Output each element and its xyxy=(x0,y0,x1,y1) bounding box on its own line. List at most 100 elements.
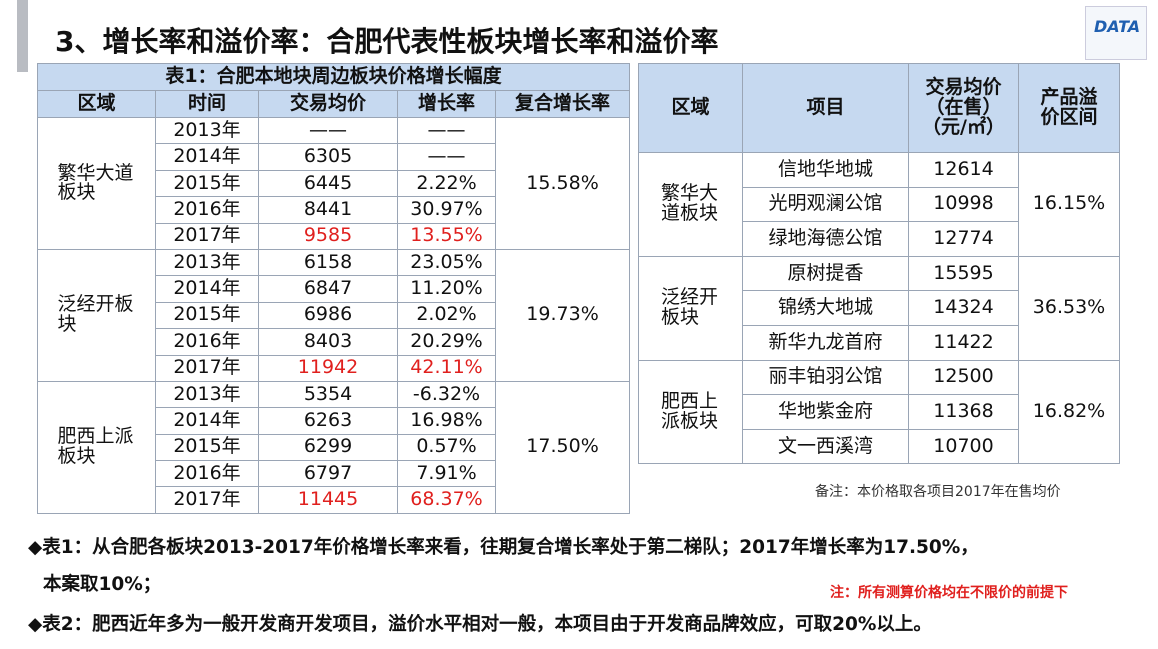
cell: 绿地海德公馆 xyxy=(742,221,909,257)
cell: 锦绣大地城 xyxy=(742,290,909,326)
header-line: 项目 xyxy=(806,96,845,119)
column-header: 产品溢 价区间 xyxy=(1018,63,1120,153)
data-row: 2014年 6847 11.20% xyxy=(38,275,630,303)
header-line: 产品溢 xyxy=(1040,86,1098,109)
data-row: 2016年 8403 20.29% xyxy=(38,328,630,356)
cell: 20.29% xyxy=(397,328,496,356)
cell: 2017年 xyxy=(155,486,259,514)
logo: DATA xyxy=(1085,6,1147,60)
cell: 6158 xyxy=(258,248,398,277)
cell: 2014年 xyxy=(155,407,259,435)
side-bar xyxy=(17,0,28,72)
cell: 2015年 xyxy=(155,433,259,462)
caption-row: 表1：合肥本地块周边板块价格增长幅度 xyxy=(36,63,631,91)
cell: 68.37% xyxy=(397,486,496,514)
data-row: 泛经开板块 原树提香 15595 36.53% xyxy=(638,255,1120,361)
data-row: 2016年 8441 30.97% xyxy=(38,196,630,224)
premium-cell: 36.53% xyxy=(1018,255,1120,361)
cell: 11942 xyxy=(258,354,398,382)
cell: 文一西溪湾 xyxy=(742,428,909,465)
data-row: 2016年 6797 7.91% xyxy=(38,460,630,488)
cell: 10998 xyxy=(908,186,1019,223)
data-row: 泛经开板块 2013年 6158 23.05% 19.73% xyxy=(37,248,631,382)
header-line: 价区间 xyxy=(1040,106,1098,128)
cell: 12774 xyxy=(908,221,1019,257)
cell: 42.11% xyxy=(397,354,496,382)
cell: 2015年 xyxy=(155,169,259,198)
cell: 2013年 xyxy=(155,248,259,277)
cell: 丽丰铂羽公馆 xyxy=(742,359,909,396)
cell: 11422 xyxy=(908,324,1019,361)
region-name: 肥西上派板块 xyxy=(661,390,719,432)
data-row: 2014年 6263 16.98% xyxy=(38,407,630,435)
cell: 2016年 xyxy=(155,460,259,488)
cell: 15595 xyxy=(908,255,1019,292)
compound-cell: 15.58% xyxy=(494,117,631,250)
compound-cell: 17.50% xyxy=(494,380,631,514)
region-name: 肥西上派板块 xyxy=(57,425,134,468)
cell: 新华九龙首府 xyxy=(742,324,909,361)
cell: 0.57% xyxy=(397,433,496,462)
header-row: 区域 项目 交易均价 （在售） （元/㎡） 产品溢 价区间 xyxy=(638,63,1120,153)
data-row: 2017年 11445 68.37% xyxy=(38,486,630,514)
data-row: 锦绣大地城 14324 xyxy=(639,290,1120,326)
cell: 12500 xyxy=(908,359,1019,396)
column-header: 区域 xyxy=(37,90,156,118)
cell: 6797 xyxy=(258,460,398,488)
table-note: 备注：本价格取各项目2017年在售均价 xyxy=(815,484,1061,500)
table-caption: 表1：合肥本地块周边板块价格增长幅度 xyxy=(36,63,631,91)
region-name: 繁华大道板块 xyxy=(57,161,134,204)
column-header: 交易均价 （在售） （元/㎡） xyxy=(908,63,1019,153)
column-header: 交易均价 xyxy=(258,90,398,118)
premium-cell: 16.15% xyxy=(1018,152,1120,257)
cell: 16.98% xyxy=(397,407,496,435)
premium-table: 区域 项目 交易均价 （在售） （元/㎡） 产品溢 价区间 繁华大道板块 信地华地城 12614 1… xyxy=(638,63,1120,465)
data-row: 2015年 6299 0.57% xyxy=(38,433,630,462)
region-cell: 泛经开板块 xyxy=(638,255,743,361)
cell: —— xyxy=(397,143,496,171)
cell: 5354 xyxy=(258,380,398,409)
cell: 11445 xyxy=(258,486,398,514)
region-name: 泛经开板块 xyxy=(661,286,719,329)
data-row: 文一西溪湾 10700 xyxy=(639,428,1120,465)
cell: 2013年 xyxy=(155,380,259,409)
region-name: 繁华大道板块 xyxy=(661,182,719,225)
cell: 2014年 xyxy=(155,275,259,303)
cell: 2013年 xyxy=(155,116,259,145)
region-cell: 繁华大道板块 xyxy=(37,117,156,250)
bullet-1: ◆表1：从合肥各板块2013-2017年价格增长率来看，往期复合增长率处于第二梯… xyxy=(28,537,979,558)
growth-table: 表1：合肥本地块周边板块价格增长幅度 区域 时间 交易均价 增长率 复合增长率繁华大道板块… xyxy=(36,63,631,514)
data-row: 2014年 6305 —— xyxy=(38,143,630,171)
cell: 2017年 xyxy=(155,222,259,250)
header-line: 交易均价 xyxy=(925,76,1002,99)
column-header: 区域 xyxy=(638,63,743,153)
logo-text: DATA xyxy=(1094,17,1141,36)
bullet-2: ◆表2：肥西近年多为一般开发商开发项目，溢价水平相对一般，本项目由于开发商品牌效… xyxy=(28,614,932,635)
column-header: 时间 xyxy=(155,90,259,118)
cell: 30.97% xyxy=(397,196,496,224)
cell: 2.02% xyxy=(397,301,496,330)
data-row: 2017年 11942 42.11% xyxy=(38,354,630,382)
cell: 6986 xyxy=(258,301,398,330)
cell: 6305 xyxy=(258,143,398,171)
cell: 2016年 xyxy=(155,328,259,356)
cell: 2014年 xyxy=(155,143,259,171)
cell: 23.05% xyxy=(397,248,496,277)
cell: 6299 xyxy=(258,433,398,462)
cell: 13.55% xyxy=(397,222,496,250)
cell: 2015年 xyxy=(155,301,259,330)
data-row: 繁华大道板块 信地华地城 12614 16.15% xyxy=(638,152,1120,257)
cell: —— xyxy=(397,116,496,145)
warning: 注：所有测算价格均在不限价的前提下 xyxy=(830,585,1068,601)
column-header: 增长率 xyxy=(397,90,496,118)
cell: 6847 xyxy=(258,275,398,303)
cell: 8403 xyxy=(258,328,398,356)
region-cell: 肥西上派板块 xyxy=(37,380,156,514)
column-header: 复合增长率 xyxy=(494,90,631,118)
cell: 6263 xyxy=(258,407,398,435)
cell: 原树提香 xyxy=(742,255,909,292)
cell: —— xyxy=(258,116,398,145)
cell: 14324 xyxy=(908,290,1019,326)
premium-cell: 16.82% xyxy=(1018,359,1120,465)
